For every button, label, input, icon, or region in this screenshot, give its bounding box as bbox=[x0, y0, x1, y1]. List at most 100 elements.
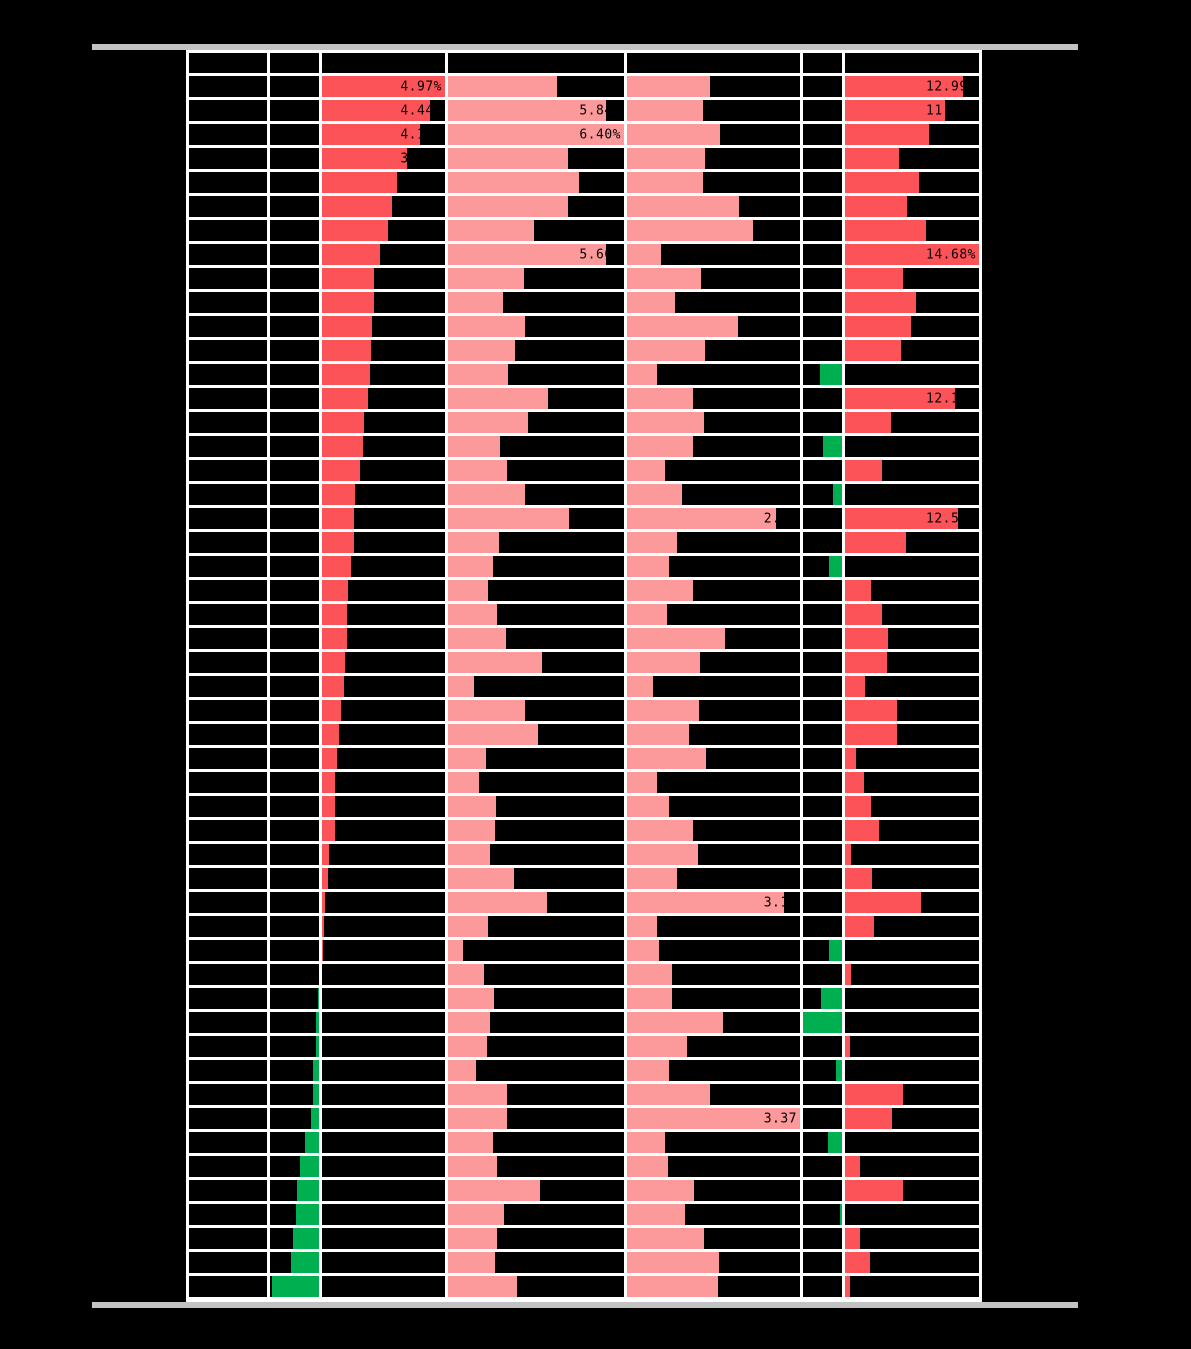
cell-metric-a[interactable] bbox=[448, 580, 624, 601]
cell-metric-b[interactable] bbox=[627, 364, 800, 385]
cell-gain-right[interactable] bbox=[845, 964, 979, 985]
cell-name[interactable] bbox=[189, 1204, 267, 1225]
cell-metric-b[interactable] bbox=[627, 916, 800, 937]
cell-metric-a[interactable] bbox=[448, 484, 624, 505]
cell-gain-left[interactable] bbox=[322, 772, 445, 793]
cell-name[interactable] bbox=[189, 724, 267, 745]
cell-loss-right[interactable] bbox=[803, 748, 842, 769]
cell-metric-b[interactable] bbox=[627, 1060, 800, 1081]
cell-name[interactable] bbox=[189, 940, 267, 961]
cell-gain-left[interactable] bbox=[322, 220, 445, 241]
cell-gain-right[interactable] bbox=[845, 1012, 979, 1033]
cell-loss-right[interactable] bbox=[803, 916, 842, 937]
cell-metric-a[interactable] bbox=[448, 676, 624, 697]
cell-gain-right[interactable] bbox=[845, 988, 979, 1009]
cell-loss-left[interactable] bbox=[270, 532, 319, 553]
cell-metric-a[interactable] bbox=[448, 340, 624, 361]
cell-gain-right[interactable] bbox=[845, 196, 979, 217]
cell-name[interactable] bbox=[189, 508, 267, 529]
cell-gain-left[interactable] bbox=[322, 988, 445, 1009]
cell-metric-b[interactable] bbox=[627, 1036, 800, 1057]
cell-loss-left[interactable] bbox=[270, 460, 319, 481]
cell-gain-right[interactable] bbox=[845, 220, 979, 241]
cell-loss-right[interactable] bbox=[803, 1108, 842, 1129]
cell-metric-a[interactable] bbox=[448, 76, 624, 97]
cell-loss-right[interactable] bbox=[803, 484, 842, 505]
cell-gain-left[interactable] bbox=[322, 1228, 445, 1249]
cell-loss-right[interactable] bbox=[803, 1132, 842, 1153]
cell-metric-b[interactable] bbox=[627, 844, 800, 865]
cell-metric-a[interactable] bbox=[448, 868, 624, 889]
cell-loss-left[interactable] bbox=[270, 652, 319, 673]
cell-name[interactable] bbox=[189, 268, 267, 289]
cell-name[interactable] bbox=[189, 484, 267, 505]
cell-metric-a[interactable] bbox=[448, 1060, 624, 1081]
cell-gain-left[interactable] bbox=[322, 1108, 445, 1129]
cell-loss-right[interactable] bbox=[803, 1180, 842, 1201]
cell-gain-right[interactable]: 12.53% bbox=[845, 508, 979, 529]
cell-loss-left[interactable] bbox=[270, 1276, 319, 1297]
cell-name[interactable] bbox=[189, 124, 267, 145]
cell-loss-right[interactable] bbox=[803, 1084, 842, 1105]
cell-metric-a[interactable] bbox=[448, 796, 624, 817]
cell-metric-b[interactable] bbox=[627, 1012, 800, 1033]
cell-loss-right[interactable] bbox=[803, 388, 842, 409]
cell-loss-left[interactable] bbox=[270, 988, 319, 1009]
cell-gain-left[interactable] bbox=[322, 412, 445, 433]
cell-loss-right[interactable] bbox=[803, 1036, 842, 1057]
cell-gain-right[interactable] bbox=[845, 556, 979, 577]
cell-metric-b[interactable] bbox=[627, 724, 800, 745]
cell-gain-left[interactable] bbox=[322, 820, 445, 841]
cell-metric-b[interactable] bbox=[627, 196, 800, 217]
cell-gain-left[interactable] bbox=[322, 1180, 445, 1201]
cell-metric-a[interactable] bbox=[448, 388, 624, 409]
cell-gain-right[interactable] bbox=[845, 316, 979, 337]
cell-loss-left[interactable] bbox=[270, 76, 319, 97]
cell-metric-b[interactable] bbox=[627, 1156, 800, 1177]
cell-metric-a[interactable] bbox=[448, 412, 624, 433]
cell-loss-right[interactable] bbox=[803, 412, 842, 433]
cell-name[interactable] bbox=[189, 604, 267, 625]
cell-gain-left[interactable] bbox=[322, 868, 445, 889]
cell-name[interactable] bbox=[189, 964, 267, 985]
cell-gain-right[interactable]: 14.68% bbox=[845, 244, 979, 265]
cell-loss-right[interactable] bbox=[803, 964, 842, 985]
cell-loss-right[interactable] bbox=[803, 796, 842, 817]
cell-gain-left[interactable] bbox=[322, 940, 445, 961]
cell-loss-right[interactable] bbox=[803, 772, 842, 793]
cell-loss-right[interactable] bbox=[803, 676, 842, 697]
cell-gain-right[interactable] bbox=[845, 1036, 979, 1057]
cell-loss-left[interactable] bbox=[270, 124, 319, 145]
cell-gain-right[interactable] bbox=[845, 340, 979, 361]
cell-loss-right[interactable] bbox=[803, 556, 842, 577]
cell-gain-right[interactable]: 11.02% bbox=[845, 100, 979, 121]
cell-metric-a[interactable] bbox=[448, 772, 624, 793]
cell-loss-right[interactable] bbox=[803, 892, 842, 913]
cell-gain-right[interactable] bbox=[845, 676, 979, 697]
cell-loss-right[interactable] bbox=[803, 532, 842, 553]
cell-loss-left[interactable] bbox=[270, 244, 319, 265]
cell-name[interactable] bbox=[189, 556, 267, 577]
cell-loss-right[interactable] bbox=[803, 124, 842, 145]
cell-loss-left[interactable] bbox=[270, 1012, 319, 1033]
cell-metric-b[interactable] bbox=[627, 628, 800, 649]
cell-gain-left[interactable] bbox=[322, 244, 445, 265]
cell-gain-right[interactable] bbox=[845, 268, 979, 289]
cell-loss-left[interactable] bbox=[270, 1180, 319, 1201]
cell-metric-b[interactable] bbox=[627, 676, 800, 697]
cell-name[interactable] bbox=[189, 628, 267, 649]
cell-loss-left[interactable] bbox=[270, 772, 319, 793]
cell-loss-left[interactable] bbox=[270, 868, 319, 889]
cell-gain-left[interactable] bbox=[322, 1276, 445, 1297]
cell-metric-a[interactable] bbox=[448, 700, 624, 721]
cell-loss-right[interactable] bbox=[803, 508, 842, 529]
cell-metric-b[interactable] bbox=[627, 1132, 800, 1153]
cell-metric-a[interactable]: 6.40% bbox=[448, 124, 624, 145]
cell-gain-left[interactable]: 4.44% bbox=[322, 100, 445, 121]
cell-metric-b[interactable] bbox=[627, 172, 800, 193]
cell-metric-a[interactable] bbox=[448, 1276, 624, 1297]
cell-loss-left[interactable] bbox=[270, 148, 319, 169]
cell-metric-a[interactable] bbox=[448, 556, 624, 577]
cell-metric-a[interactable] bbox=[448, 844, 624, 865]
cell-gain-left[interactable] bbox=[322, 508, 445, 529]
